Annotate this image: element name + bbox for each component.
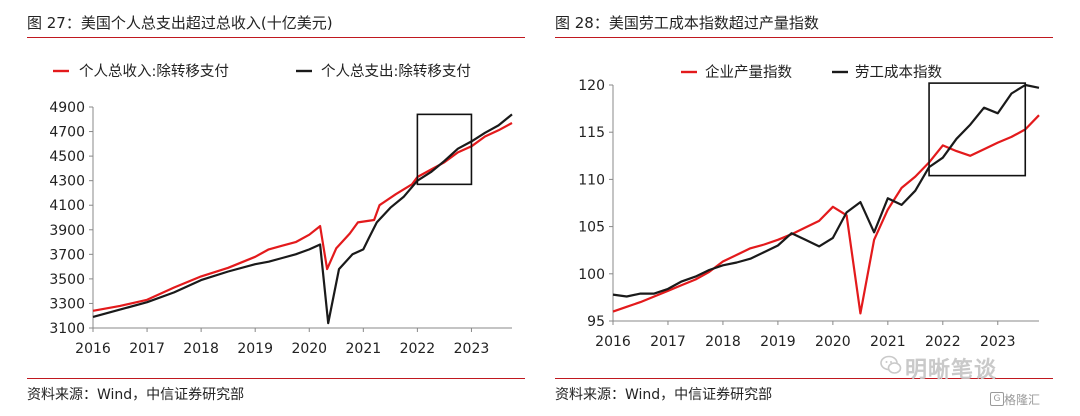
watermark-badge: 格隆汇 xyxy=(1004,393,1041,407)
x-tick-label: 2021 xyxy=(870,334,906,350)
x-tick-label: 2019 xyxy=(760,334,796,350)
y-tick-label: 4300 xyxy=(49,174,85,190)
right-line-chart: 95 100 105 110 115 120 2016 2017 2018 2019 2020 202… xyxy=(578,63,1040,350)
y-tick-label: 4500 xyxy=(49,149,85,165)
series-line-black xyxy=(612,83,1040,298)
right-title-rule xyxy=(555,37,1053,38)
left-source-rule xyxy=(27,378,525,379)
x-tick-label: 2023 xyxy=(454,341,490,357)
highlight-box xyxy=(928,82,1027,177)
y-tick-label: 3100 xyxy=(49,321,85,337)
legend-label: 企业产量指数 xyxy=(705,63,792,81)
x-tick-label: 2018 xyxy=(705,334,741,350)
y-tick-label: 3300 xyxy=(49,296,85,312)
series-line-red xyxy=(92,122,513,312)
left-chart-panel: 图 27：美国个人总支出超过总收入(十亿美元) 3100 3300 3500 3700… xyxy=(27,0,552,416)
x-tick-label: 2016 xyxy=(75,341,111,357)
y-tick-label: 120 xyxy=(578,78,605,94)
series-line-red xyxy=(612,114,1040,315)
right-chart-panel: 图 28：美国劳工成本指数超过产量指数 95 100 105 110 115 120 201… xyxy=(555,0,1080,416)
x-tick-label: 2018 xyxy=(183,341,219,357)
highlight-box xyxy=(416,113,473,186)
y-tick-label: 3900 xyxy=(49,223,85,239)
y-tick-label: 105 xyxy=(578,220,605,236)
y-tick-label: 4700 xyxy=(49,125,85,141)
x-tick-label: 2016 xyxy=(595,334,631,350)
legend-label: 劳工成本指数 xyxy=(855,64,942,81)
x-tick-label: 2020 xyxy=(291,341,327,357)
right-source-rule xyxy=(555,378,1053,379)
right-source-note: 资料来源：Wind，中信证券研究部 xyxy=(555,387,773,403)
legend-label: 个人总收入:除转移支付 xyxy=(79,63,229,80)
left-chart-title: 图 27：美国个人总支出超过总收入(十亿美元) xyxy=(27,14,333,32)
x-tick-label: 2021 xyxy=(346,341,382,357)
right-chart-title: 图 28：美国劳工成本指数超过产量指数 xyxy=(555,14,819,32)
x-tick-label: 2022 xyxy=(925,334,961,350)
y-tick-label: 3500 xyxy=(49,272,85,288)
x-tick-label: 2023 xyxy=(980,334,1016,350)
y-tick-label: 110 xyxy=(578,172,605,188)
left-title-rule xyxy=(27,37,525,38)
left-line-chart: 3100 3300 3500 3700 3900 4100 4300 4500 4700 4900… xyxy=(49,63,513,357)
x-tick-label: 2017 xyxy=(129,341,165,357)
series-line-black xyxy=(92,113,513,325)
gelonghui-logo-icon: G xyxy=(990,392,1004,406)
y-tick-label: 115 xyxy=(578,125,605,141)
x-tick-label: 2020 xyxy=(815,334,851,350)
wechat-icon xyxy=(880,355,902,374)
left-source-note: 资料来源：Wind，中信证券研究部 xyxy=(27,387,245,403)
x-tick-label: 2019 xyxy=(237,341,273,357)
x-tick-label: 2017 xyxy=(650,334,686,350)
y-tick-label: 3700 xyxy=(49,247,85,263)
watermark-text: 明晰笔谈 xyxy=(905,358,998,383)
legend-label: 个人总支出:除转移支付 xyxy=(321,63,471,80)
x-tick-label: 2022 xyxy=(400,341,436,357)
y-tick-label: 4100 xyxy=(49,198,85,214)
y-tick-label: 4900 xyxy=(49,100,85,116)
y-tick-label: 100 xyxy=(578,267,605,283)
y-tick-label: 95 xyxy=(587,314,605,330)
